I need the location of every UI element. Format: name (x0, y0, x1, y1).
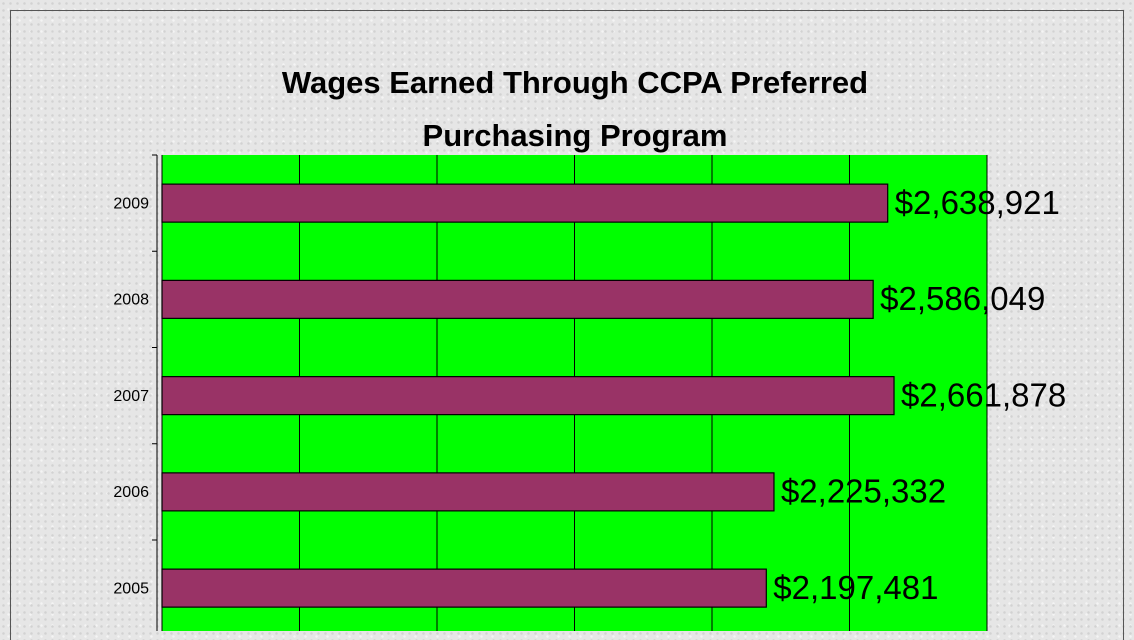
bar (161, 376, 895, 416)
data-label: $2,197,481 (773, 569, 938, 606)
chart-frame (10, 10, 1124, 640)
y-tick-label: 2009 (113, 195, 149, 212)
y-tick-label: 2006 (113, 484, 149, 501)
bar (161, 568, 767, 608)
bar (161, 279, 874, 319)
data-label: $2,638,921 (895, 184, 1060, 221)
data-label: $2,225,332 (781, 473, 946, 510)
y-tick-label: 2007 (113, 388, 149, 405)
y-tick-label: 2005 (113, 580, 149, 597)
data-label: $2,661,878 (901, 376, 1066, 413)
y-tick-label: 2008 (113, 292, 149, 309)
bar (161, 183, 889, 223)
chart-title: Wages Earned Through CCPA Preferred Purc… (281, 65, 869, 153)
data-label: $2,586,049 (880, 280, 1045, 317)
bar (161, 472, 775, 512)
